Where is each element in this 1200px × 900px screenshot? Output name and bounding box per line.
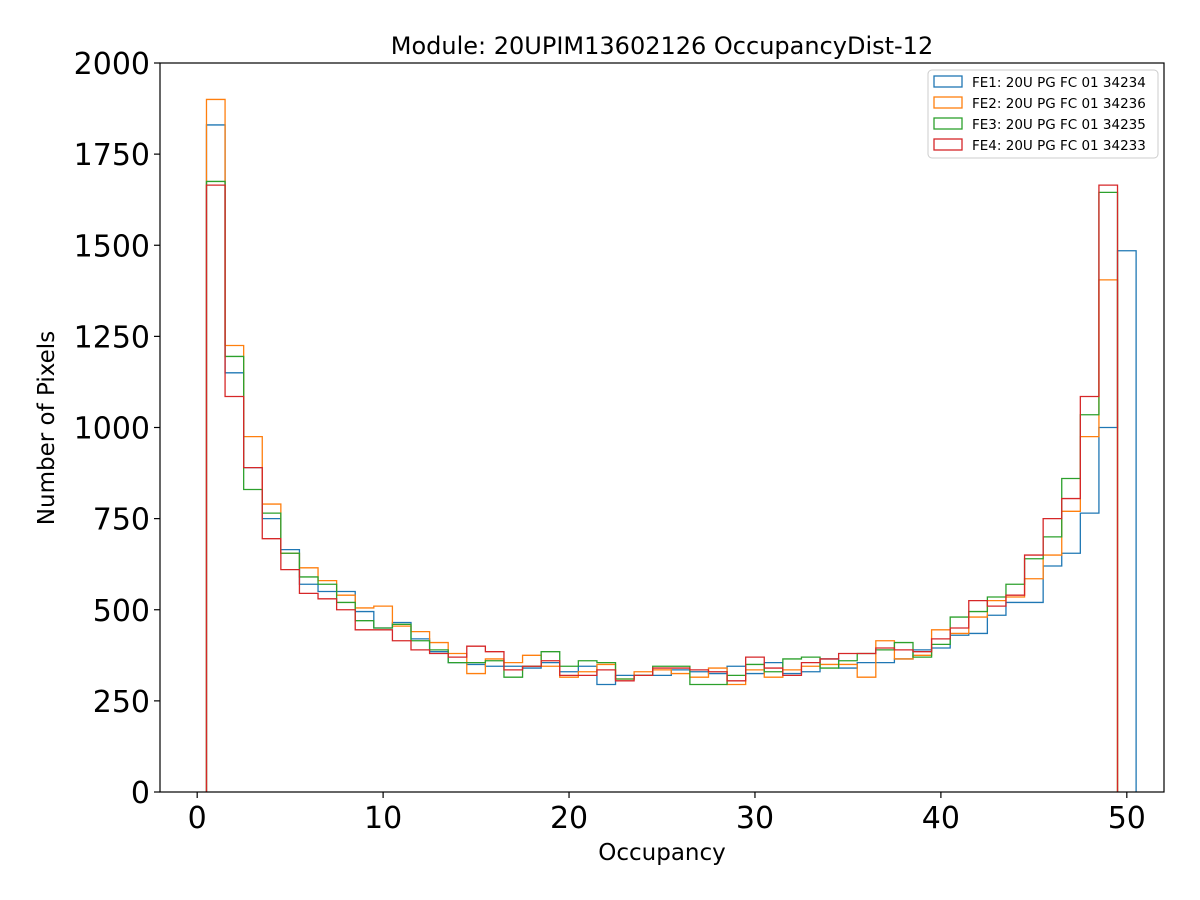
y-tick-label: 500 — [93, 594, 150, 629]
y-tick-label: 750 — [93, 503, 150, 538]
legend-swatch-fe2 — [933, 96, 963, 109]
chart-title: Module: 20UPIM13602126 OccupancyDist-12 — [391, 32, 933, 60]
x-axis-label: Occupancy — [598, 840, 726, 866]
x-tick-label: 10 — [364, 801, 402, 836]
series-layer — [205, 98, 1137, 792]
x-tick-label: 0 — [188, 801, 207, 836]
y-tick-label: 2000 — [74, 47, 150, 82]
series-step-line-fe4 — [205, 184, 1119, 792]
legend-swatch-fe1 — [933, 75, 963, 88]
y-tick-label: 250 — [93, 685, 150, 720]
legend-label-fe1: FE1: 20U PG FC 01 34234 — [972, 75, 1146, 91]
x-tick-label: 30 — [736, 801, 774, 836]
legend-swatch-fe4 — [933, 138, 963, 151]
y-tick-label: 1500 — [74, 229, 150, 264]
y-tick-label: 1750 — [74, 138, 150, 173]
legend-box — [927, 69, 1159, 159]
y-tick-label: 1000 — [74, 412, 150, 447]
ticks-layer: 0 10 20 30 40 5002505007501000125015001750200… — [74, 47, 1146, 836]
x-tick-label: 40 — [922, 801, 960, 836]
y-tick-label: 1250 — [74, 320, 150, 355]
legend-swatch-fe3 — [933, 117, 963, 130]
legend-label-fe3: FE3: 20U PG FC 01 34235 — [972, 117, 1146, 133]
y-axis-label: Number of Pixels — [34, 331, 60, 525]
x-tick-label: 50 — [1108, 801, 1146, 836]
y-tick-label: 0 — [131, 776, 150, 811]
x-tick-label: 20 — [550, 801, 588, 836]
legend-label-fe4: FE4: 20U PG FC 01 34233 — [972, 138, 1146, 154]
legend-label-fe2: FE2: 20U PG FC 01 34236 — [972, 96, 1146, 112]
legend: FE1: 20U PG FC 01 34234 FE2: 20U PG FC 01… — [927, 69, 1159, 159]
